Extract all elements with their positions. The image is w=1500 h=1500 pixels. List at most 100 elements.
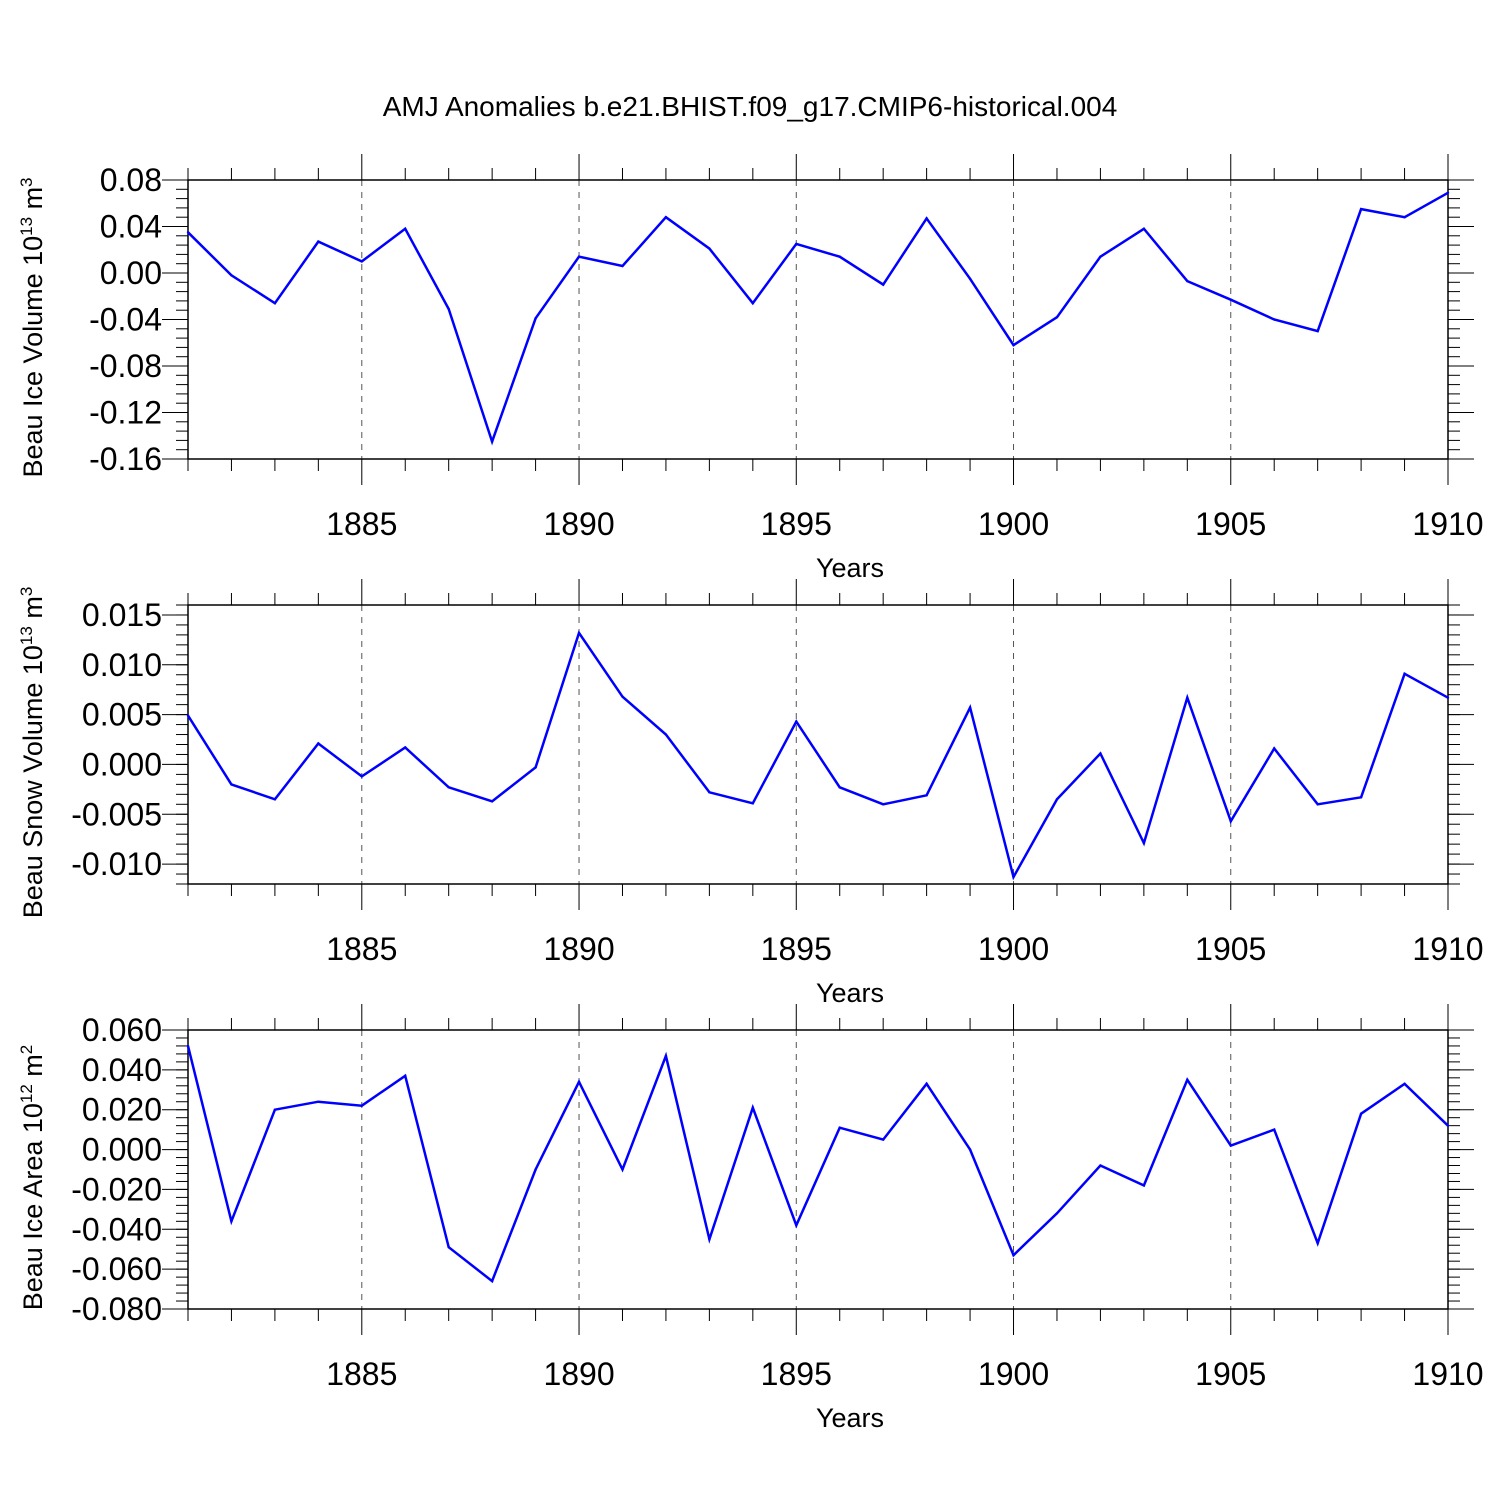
- x-tick-label: 1900: [978, 506, 1049, 542]
- data-point: [1273, 1128, 1276, 1131]
- data-point: [881, 1138, 885, 1141]
- data-point: [1012, 1253, 1015, 1257]
- data-point: [664, 216, 668, 219]
- y-axis-label-part: m: [18, 187, 48, 217]
- data-point: [795, 720, 798, 723]
- plot-frame: [187, 604, 1449, 885]
- y-axis-label-part: m: [18, 596, 48, 626]
- y-axis-label-part: m: [18, 1054, 48, 1084]
- data-point: [838, 255, 841, 258]
- x-tick-label: 1910: [1412, 931, 1483, 967]
- data-point: [186, 231, 190, 234]
- data-point: [404, 746, 407, 749]
- series-line: [186, 630, 1449, 881]
- y-tick-label: -0.040: [71, 1211, 162, 1247]
- data-point: [925, 1082, 928, 1086]
- y-tick-label: -0.005: [71, 796, 162, 832]
- series-line: [186, 1045, 1449, 1284]
- data-point: [534, 766, 537, 769]
- data-point: [230, 274, 233, 277]
- data-point: [664, 733, 668, 736]
- x-axis-label: Years: [816, 553, 884, 583]
- x-tick-label: 1900: [978, 931, 1049, 967]
- data-point: [1359, 1112, 1363, 1115]
- data-point: [621, 264, 624, 268]
- y-axis-label: Beau Ice Area 1012 m2: [17, 1045, 48, 1311]
- data-point: [1099, 1164, 1102, 1167]
- data-point: [1186, 279, 1189, 283]
- data-point: [577, 1080, 581, 1084]
- y-tick-label: -0.08: [89, 348, 162, 384]
- y-tick-label: 0.005: [82, 697, 162, 733]
- data-point: [1229, 298, 1232, 301]
- x-tick-label: 1895: [761, 1356, 832, 1392]
- data-point: [751, 1106, 755, 1109]
- x-tick-label: 1905: [1195, 1356, 1266, 1392]
- y-tick-label: 0.010: [82, 647, 162, 683]
- plot-frame: [187, 179, 1449, 460]
- y-tick-label: -0.010: [71, 846, 162, 882]
- data-point: [751, 302, 755, 305]
- x-tick-label: 1895: [761, 931, 832, 967]
- data-point: [360, 775, 363, 778]
- data-point: [1359, 207, 1363, 211]
- data-point: [1012, 875, 1015, 879]
- data-point: [968, 277, 972, 281]
- data-point: [490, 800, 494, 803]
- data-point: [317, 1100, 320, 1103]
- panel-2: -0.010 -0.005 0.000 0.005 0.010 0.015 1885 1890…: [17, 579, 1484, 1008]
- y-axis-label-part: Beau Ice Area 10: [18, 1103, 48, 1310]
- data-point: [230, 1220, 233, 1223]
- x-tick-label: 1905: [1195, 931, 1266, 967]
- x-tick-label: 1900: [978, 1356, 1049, 1392]
- data-point: [1012, 343, 1015, 347]
- data-point: [1273, 747, 1276, 750]
- data-point: [1316, 329, 1319, 333]
- y-axis-label-part: Beau Ice Volume 10: [18, 236, 48, 478]
- data-point: [273, 1108, 277, 1111]
- data-point: [1359, 796, 1363, 799]
- data-point: [1316, 1242, 1319, 1245]
- data-point: [838, 786, 841, 789]
- data-point: [1446, 696, 1450, 699]
- y-tick-label: 0.000: [82, 1132, 162, 1168]
- data-point: [621, 695, 624, 698]
- data-point: [1229, 1144, 1232, 1147]
- data-point: [577, 255, 581, 258]
- data-point: [317, 240, 320, 243]
- x-tick-label: 1885: [326, 506, 397, 542]
- data-point: [404, 227, 407, 231]
- data-point: [621, 1168, 624, 1171]
- data-point: [1403, 1082, 1406, 1086]
- data-point: [186, 714, 190, 717]
- data-point: [664, 1054, 668, 1058]
- x-tick-label: 1910: [1412, 1356, 1483, 1392]
- y-axis-label-superscript: 12: [17, 1084, 36, 1103]
- y-tick-label: 0.020: [82, 1092, 162, 1128]
- data-point: [708, 791, 711, 794]
- data-point: [360, 260, 363, 263]
- data-point: [447, 307, 450, 311]
- data-point: [1446, 191, 1450, 194]
- y-tick-label: 0.040: [82, 1052, 162, 1088]
- data-point: [490, 1279, 494, 1283]
- y-tick-label: -0.12: [89, 395, 162, 431]
- data-point: [1055, 1212, 1059, 1215]
- data-point: [534, 1168, 537, 1171]
- data-point: [1099, 255, 1102, 258]
- data-point: [447, 1246, 450, 1249]
- y-axis-label-part: Beau Snow Volume 10: [18, 645, 48, 918]
- y-tick-label: 0.04: [100, 209, 162, 245]
- y-tick-label: 0.000: [82, 746, 162, 782]
- data-point: [925, 794, 928, 797]
- data-point: [1446, 1124, 1450, 1127]
- y-axis-label-superscript: 3: [17, 587, 36, 596]
- y-tick-label: -0.020: [71, 1171, 162, 1207]
- data-point: [1099, 752, 1102, 755]
- plot-frame: [187, 1029, 1449, 1310]
- data-point: [1055, 798, 1059, 801]
- data-point: [881, 803, 885, 806]
- y-axis-label-superscript: 2: [17, 1045, 36, 1054]
